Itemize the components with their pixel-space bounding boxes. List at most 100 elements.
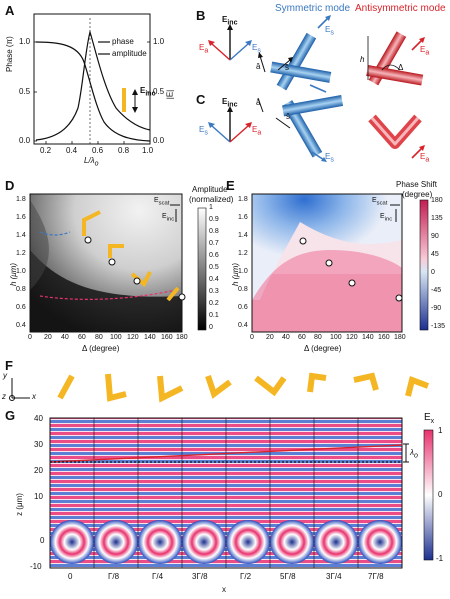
e-xtick-4: 60 bbox=[298, 334, 306, 341]
g-ytick-4: 10 bbox=[34, 492, 43, 501]
f-axis-y: y bbox=[3, 371, 7, 380]
d-cbar-tick-9: 0.2 bbox=[209, 300, 219, 307]
b-ea-anti: Ea bbox=[420, 45, 430, 57]
e-ytick-6: 0.8 bbox=[238, 286, 248, 293]
d-ytick-4: 1.2 bbox=[16, 250, 26, 257]
d-ytick-1: 1.8 bbox=[16, 196, 26, 203]
amplitude-curve bbox=[35, 29, 151, 141]
d-xlabel: Δ (degree) bbox=[82, 344, 120, 353]
antenna-rod bbox=[122, 88, 126, 112]
b-shat: ŝ bbox=[285, 63, 289, 72]
d-ytick-2: 1.6 bbox=[16, 214, 26, 221]
d-cbar-title-2: (normalized) bbox=[189, 195, 234, 204]
a-xtick-2: 0.4 bbox=[66, 146, 78, 155]
g-xtick-6: 5Γ/8 bbox=[280, 572, 296, 581]
panel-f-letter: F bbox=[5, 358, 13, 373]
a-ytick-l-1: 1.0 bbox=[19, 37, 31, 46]
a-xtick-4: 0.8 bbox=[118, 146, 130, 155]
g-ytick-2: 30 bbox=[34, 440, 43, 449]
e-xtick-5: 80 bbox=[314, 334, 322, 341]
e-ytick-2: 1.6 bbox=[238, 214, 248, 221]
g-cbar-tick-3: -1 bbox=[436, 554, 444, 563]
d-ytick-5: 1.0 bbox=[16, 268, 26, 275]
d-cbar-title-1: Amplitude bbox=[192, 185, 228, 194]
a-ytick-l-2: 0.5 bbox=[19, 87, 31, 96]
d-escat: Escat bbox=[154, 197, 170, 207]
legend-amplitude: amplitude bbox=[112, 49, 147, 58]
c-ahat: â bbox=[256, 98, 261, 107]
e-ytick-4: 1.2 bbox=[238, 250, 248, 257]
phase-curve bbox=[35, 41, 151, 142]
g-xtick-2: Γ/8 bbox=[108, 572, 120, 581]
g-ytick-6: -10 bbox=[30, 562, 42, 571]
anti-mode-title: Antisymmetric mode bbox=[355, 3, 446, 14]
e-cbar-tick-2: 135 bbox=[431, 215, 443, 222]
panel-d-letter: D bbox=[5, 178, 15, 193]
d-cbar-tick-6: 0.5 bbox=[209, 264, 219, 271]
b-ahat: â bbox=[256, 62, 261, 71]
e-xtick-9: 160 bbox=[378, 334, 390, 341]
e-cbar-title-2: (degree) bbox=[402, 190, 433, 199]
a-xlabel: L/λo bbox=[84, 156, 99, 168]
c-es: Es bbox=[199, 125, 208, 137]
f-axis-x: x bbox=[32, 392, 36, 401]
b-ea: Ea bbox=[199, 43, 209, 55]
d-xtick-2: 20 bbox=[44, 334, 52, 341]
e-ytick-1: 1.8 bbox=[238, 196, 248, 203]
d-ytick-6: 0.8 bbox=[16, 286, 26, 293]
e-xtick-2: 20 bbox=[266, 334, 274, 341]
e-xtick-7: 120 bbox=[346, 334, 358, 341]
panel-d-map bbox=[29, 193, 207, 333]
g-xlabel: x bbox=[222, 585, 226, 594]
g-xtick-8: 7Γ/8 bbox=[368, 572, 384, 581]
mode-diagrams bbox=[208, 15, 425, 162]
g-ytick-1: 40 bbox=[34, 414, 43, 423]
g-ylabel: z (μm) bbox=[14, 493, 24, 516]
d-xtick-6: 100 bbox=[110, 334, 122, 341]
d-einc: Einc bbox=[162, 213, 175, 223]
e-ytick-8: 0.4 bbox=[238, 322, 248, 329]
a-xtick-3: 0.6 bbox=[92, 146, 104, 155]
d-xtick-7: 120 bbox=[127, 334, 139, 341]
e-cbar-tick-5: 0 bbox=[431, 269, 435, 276]
d-xtick-1: 0 bbox=[28, 334, 32, 341]
e-einc: Einc bbox=[380, 213, 393, 223]
e-xtick-10: 180 bbox=[394, 334, 406, 341]
e-cbar-tick-7: -90 bbox=[431, 305, 442, 312]
c-ea-anti: Ea bbox=[420, 152, 430, 164]
a-xtick-1: 0.2 bbox=[40, 146, 52, 155]
d-cbar-tick-5: 0.6 bbox=[209, 252, 219, 259]
d-cbar-tick-11: 0 bbox=[209, 324, 213, 331]
e-xtick-8: 140 bbox=[362, 334, 374, 341]
d-xtick-8: 140 bbox=[144, 334, 156, 341]
b-es: Es bbox=[252, 43, 261, 55]
panel-a-plot bbox=[33, 13, 151, 145]
e-cbar-tick-6: -45 bbox=[431, 287, 442, 294]
e-ytick-5: 1.0 bbox=[238, 268, 248, 275]
c-ea: Ea bbox=[252, 125, 262, 137]
d-cbar-tick-2: 0.9 bbox=[209, 216, 219, 223]
d-xtick-3: 40 bbox=[61, 334, 69, 341]
e-xtick-3: 40 bbox=[282, 334, 290, 341]
panel-b-letter: B bbox=[196, 8, 206, 23]
e-cbar-title-1: Phase Shift bbox=[396, 180, 437, 189]
d-cbar-tick-10: 0.1 bbox=[209, 312, 219, 319]
d-ytick-3: 1.4 bbox=[16, 232, 26, 239]
a-ytick-r-1: 1.0 bbox=[153, 37, 165, 46]
b-einc: Einc bbox=[222, 15, 238, 27]
panel-c-letter: C bbox=[196, 92, 206, 107]
g-cbar-title: Ex bbox=[424, 412, 435, 425]
e-xtick-1: 0 bbox=[250, 334, 254, 341]
d-cbar-tick-7: 0.4 bbox=[209, 276, 219, 283]
g-xtick-1: 0 bbox=[68, 572, 73, 581]
panel-a-letter: A bbox=[5, 3, 15, 18]
c-einc: Einc bbox=[222, 97, 238, 109]
a-ytick-r-3: 0.0 bbox=[153, 136, 165, 145]
f-axis-z: z bbox=[2, 392, 6, 401]
d-ytick-7: 0.6 bbox=[16, 304, 26, 311]
g-xtick-4: 3Γ/8 bbox=[192, 572, 208, 581]
d-cbar-tick-4: 0.7 bbox=[209, 240, 219, 247]
g-lambda: λo bbox=[410, 448, 418, 460]
g-xtick-7: 3Γ/4 bbox=[326, 572, 342, 581]
